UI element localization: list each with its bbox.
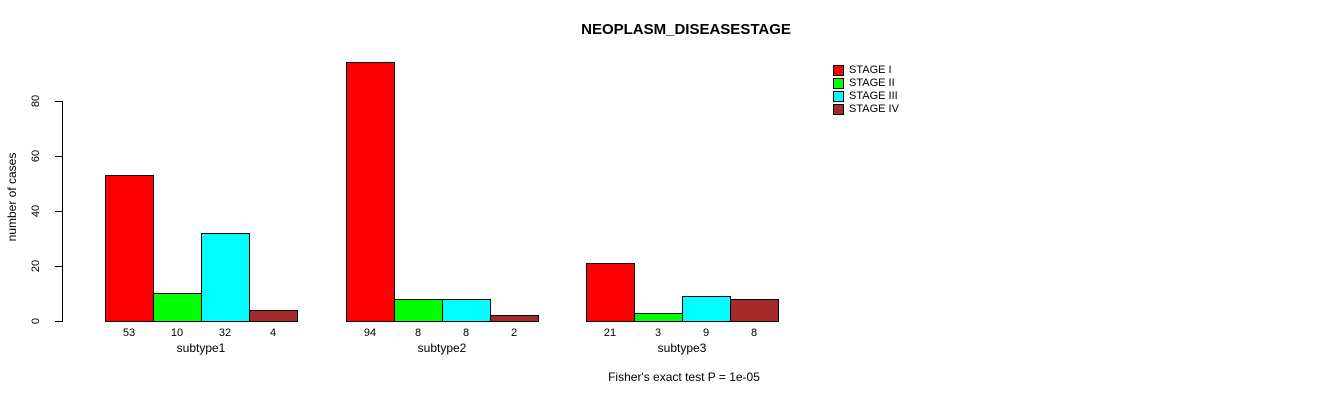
- legend-swatch-icon: [833, 65, 844, 76]
- category-label: subtype2: [417, 341, 467, 355]
- legend-swatch-icon: [833, 104, 844, 115]
- legend-item: STAGE II: [833, 77, 899, 90]
- bar-value-label: 10: [170, 327, 184, 339]
- legend-swatch-icon: [833, 78, 844, 89]
- legend-item-label: STAGE III: [849, 90, 898, 102]
- bar-value-label: 3: [654, 327, 662, 339]
- bar: [730, 299, 779, 322]
- y-tick-label: 80: [30, 94, 42, 108]
- bar-value-label: 32: [218, 327, 232, 339]
- bar: [442, 299, 491, 322]
- y-tick: [55, 101, 62, 102]
- y-tick-label: 20: [30, 259, 42, 273]
- bar-value-label: 8: [414, 327, 422, 339]
- y-tick: [55, 156, 62, 157]
- bar: [346, 62, 395, 322]
- bar-value-label: 94: [363, 327, 377, 339]
- y-axis-line: [62, 101, 63, 322]
- bar-value-label: 8: [462, 327, 470, 339]
- bar: [394, 299, 443, 322]
- bar: [682, 296, 731, 322]
- legend-item: STAGE IV: [833, 103, 899, 116]
- y-tick: [55, 266, 62, 267]
- bar: [105, 175, 154, 322]
- bar: [490, 315, 539, 322]
- legend-item-label: STAGE I: [849, 64, 892, 76]
- bar-value-label: 21: [603, 327, 617, 339]
- legend-item: STAGE I: [833, 64, 899, 77]
- y-axis-label: number of cases: [5, 152, 19, 242]
- bar-value-label: 8: [750, 327, 758, 339]
- y-tick-label: 40: [30, 204, 42, 218]
- bar: [153, 293, 202, 322]
- legend-item-label: STAGE II: [849, 77, 895, 89]
- legend: STAGE I STAGE II STAGE III STAGE IV: [833, 64, 899, 116]
- bar-value-label: 2: [510, 327, 518, 339]
- category-label: subtype3: [657, 341, 707, 355]
- bar: [634, 313, 683, 322]
- bar-value-label: 9: [702, 327, 710, 339]
- y-tick-label: 60: [30, 149, 42, 163]
- bar-value-label: 4: [269, 327, 277, 339]
- bar-value-label: 53: [122, 327, 136, 339]
- legend-item-label: STAGE IV: [849, 103, 899, 115]
- bar: [586, 263, 635, 322]
- bar: [249, 310, 298, 322]
- legend-swatch-icon: [833, 91, 844, 102]
- y-tick-label: 0: [30, 317, 42, 325]
- y-tick: [55, 211, 62, 212]
- bar: [201, 233, 250, 322]
- footnote-text: Fisher's exact test P = 1e-05: [608, 370, 760, 384]
- category-label: subtype1: [176, 341, 226, 355]
- legend-item: STAGE III: [833, 90, 899, 103]
- chart-title: NEOPLASM_DISEASESTAGE: [581, 21, 791, 38]
- y-tick: [55, 321, 62, 322]
